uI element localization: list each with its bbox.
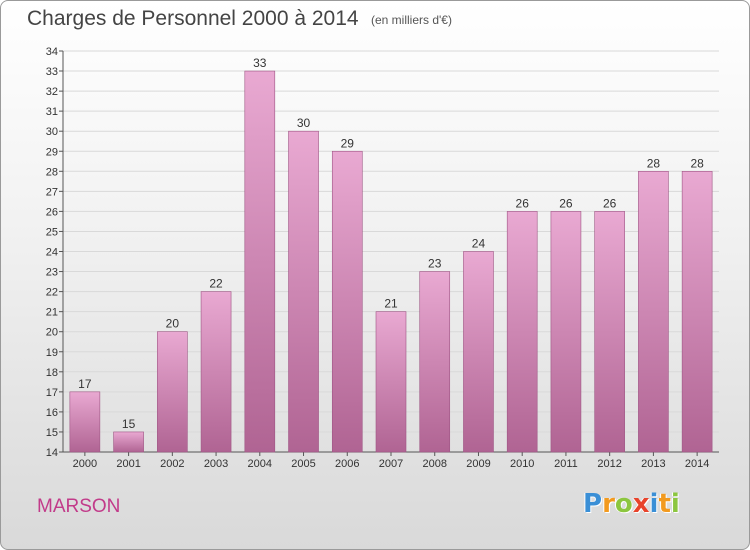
y-tick-label: 31 <box>46 106 58 118</box>
bar-value-label: 20 <box>166 317 180 331</box>
y-tick-label: 33 <box>46 66 58 78</box>
x-tick-label: 2006 <box>335 458 359 470</box>
bar-2004 <box>244 70 276 453</box>
y-tick-label: 29 <box>46 146 58 158</box>
chart-unit-note: (en milliers d'€) <box>371 13 452 27</box>
x-tick-label: 2001 <box>116 458 140 470</box>
x-tick-label: 2010 <box>510 458 534 470</box>
bar-2001 <box>113 431 144 453</box>
bar-2013 <box>638 171 669 453</box>
y-tick-label: 24 <box>46 247 58 259</box>
brand-letter: i <box>649 489 659 519</box>
bar-value-label: 26 <box>516 196 530 210</box>
bar-2010 <box>506 211 538 453</box>
bar-value-label: 24 <box>472 237 486 251</box>
x-tick-label: 2009 <box>466 458 490 470</box>
chart-title: Charges de Personnel 2000 à 2014 <box>27 7 359 30</box>
y-tick-label: 15 <box>46 427 58 439</box>
bar-2007 <box>375 311 407 453</box>
brand-letter: t <box>658 489 671 519</box>
bar-2006 <box>331 150 363 453</box>
y-tick-label: 28 <box>46 166 58 178</box>
axes: 14 15 16 17 18 19 20 21 22 23 24 25 26 27 28 29 30 31 32 33… <box>46 46 719 470</box>
brand-letter: i <box>670 489 680 519</box>
bar-2005 <box>288 130 319 453</box>
bar-2012 <box>594 211 625 453</box>
y-tick-label: 21 <box>46 307 58 319</box>
x-tick-label: 2008 <box>422 458 446 470</box>
bar-2003 <box>200 291 232 453</box>
y-tick-label: 23 <box>46 267 58 279</box>
x-tick-label: 2007 <box>379 458 403 470</box>
x-tick-label: 2003 <box>204 458 228 470</box>
y-tick-label: 27 <box>46 186 58 198</box>
y-tick-label: 34 <box>46 46 58 58</box>
brand-logo: Proxiti <box>583 489 680 519</box>
x-tick-label: 2002 <box>160 458 184 470</box>
bar-2009 <box>463 251 494 453</box>
x-tick-label: 2014 <box>685 458 709 470</box>
bar-value-label: 28 <box>647 156 661 170</box>
x-tick-label: 2000 <box>73 458 97 470</box>
y-tick-label: 17 <box>46 387 58 399</box>
brand-letter: r <box>602 489 615 519</box>
bar-value-label: 17 <box>78 377 92 391</box>
y-tick-label: 19 <box>46 347 58 359</box>
y-tick-label: 26 <box>46 206 58 218</box>
bar-2008 <box>419 271 451 453</box>
x-tick-label: 2005 <box>291 458 315 470</box>
x-tick-label: 2012 <box>597 458 621 470</box>
y-tick-label: 20 <box>46 327 58 339</box>
commune-name: MARSON <box>37 496 121 517</box>
y-tick-label: 16 <box>46 407 58 419</box>
y-tick-label: 32 <box>46 86 58 98</box>
bar-value-label: 26 <box>559 196 573 210</box>
x-tick-label: 2011 <box>554 458 578 470</box>
brand-letter: x <box>632 489 650 519</box>
bar-value-label: 30 <box>297 116 311 130</box>
bar-value-label: 15 <box>122 417 136 431</box>
bar-value-label: 28 <box>690 156 704 170</box>
bar-value-label: 21 <box>384 297 398 311</box>
y-tick-label: 25 <box>46 226 58 238</box>
bar-2014 <box>681 171 713 453</box>
bar-value-label: 22 <box>209 277 223 291</box>
bar-value-label: 33 <box>253 56 267 70</box>
y-tick-label: 18 <box>46 367 58 379</box>
x-tick-label: 2013 <box>641 458 665 470</box>
brand-letter: o <box>614 489 633 519</box>
bar-value-label: 23 <box>428 257 442 271</box>
y-tick-label: 22 <box>46 287 58 299</box>
y-tick-label: 30 <box>46 126 58 138</box>
bar-2002 <box>157 331 188 453</box>
bars <box>69 70 713 453</box>
bar-value-label: 26 <box>603 196 617 210</box>
bar-value-label: 29 <box>341 136 355 150</box>
data-labels: 17 15 20 22 33 30 29 21 23 24 26 26 26 28 28 <box>78 56 704 431</box>
bar-2011 <box>550 211 582 453</box>
brand-letter: P <box>583 489 603 519</box>
x-tick-label: 2004 <box>248 458 272 470</box>
y-tick-label: 14 <box>46 447 58 459</box>
bar-2000 <box>69 391 101 453</box>
